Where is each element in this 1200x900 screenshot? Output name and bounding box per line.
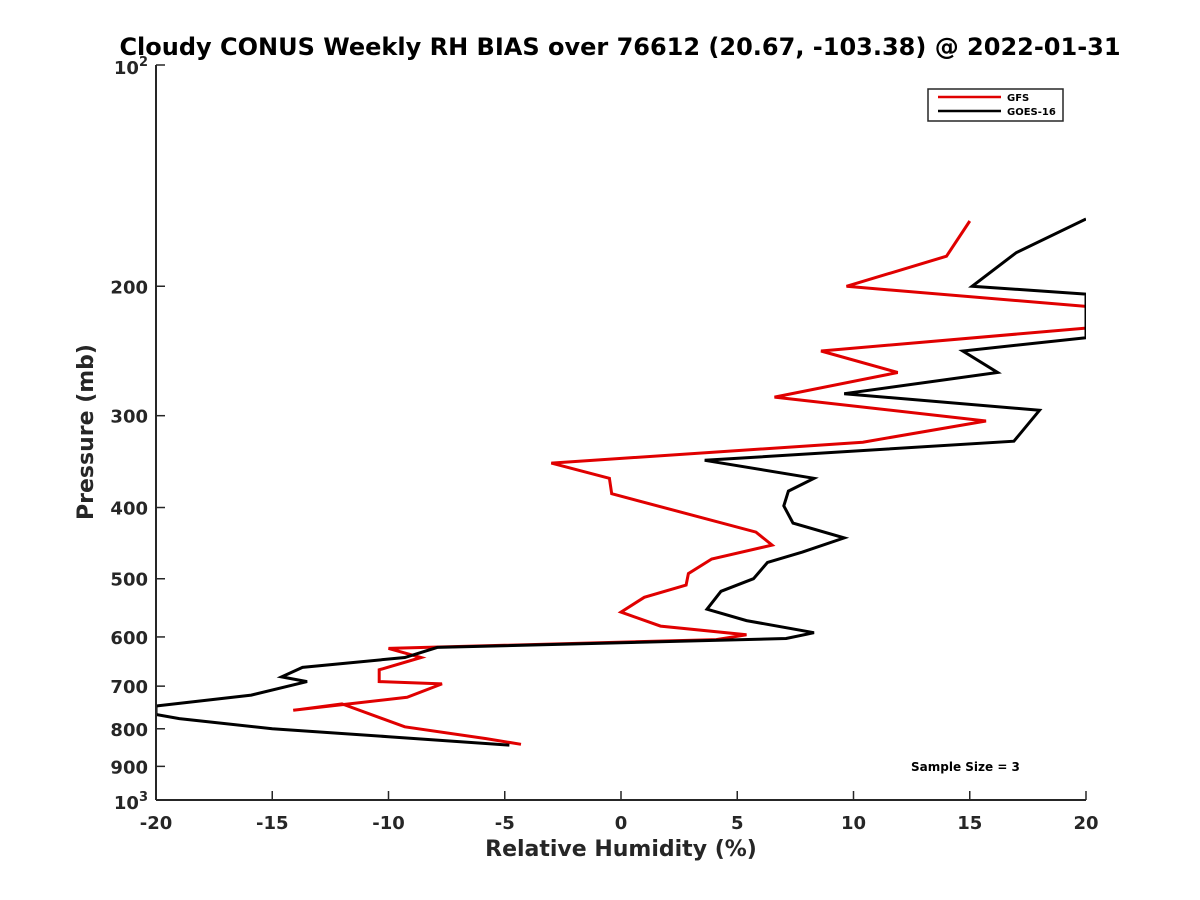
x-axis-ticks: -20 -15 -10 -5 0 5 10 15 20	[140, 791, 1099, 834]
chart-title: Cloudy CONUS Weekly RH BIAS over 76612 (…	[119, 33, 1120, 61]
y-tick-label: 103	[114, 790, 148, 814]
sample-size-annotation: Sample Size = 3	[911, 760, 1020, 774]
y-tick-label: 500	[110, 570, 148, 591]
x-tick-label: 20	[1073, 813, 1098, 834]
y-tick-label: 102	[114, 55, 148, 79]
x-tick-label: -20	[140, 813, 173, 834]
legend-box	[927, 88, 1064, 122]
series-line-goes-16	[156, 217, 1086, 747]
y-tick-label: 900	[110, 757, 148, 778]
x-tick-label: -15	[256, 813, 289, 834]
y-tick-label: 400	[110, 499, 148, 520]
legend-label-goes16: GOES-16	[1007, 107, 1056, 118]
y-tick-label: 700	[110, 677, 148, 698]
series-layer	[156, 217, 1086, 747]
series-line-gfs	[293, 220, 1086, 746]
plot-area: -20 -15 -10 -5 0 5 10 15 20 102 200 300 400 500 600 70…	[110, 55, 1098, 834]
y-tick-label: 600	[110, 628, 148, 649]
x-tick-label: 15	[957, 813, 982, 834]
x-tick-label: -10	[372, 813, 405, 834]
y-axis-label: Pressure (mb)	[74, 344, 99, 520]
y-tick-label: 800	[110, 720, 148, 741]
x-tick-label: 10	[841, 813, 866, 834]
y-tick-label: 300	[110, 407, 148, 428]
x-axis-label: Relative Humidity (%)	[485, 837, 757, 862]
x-tick-label: -5	[495, 813, 515, 834]
x-tick-label: 0	[615, 813, 628, 834]
legend: GFS GOES-16	[927, 88, 1064, 122]
legend-label-gfs: GFS	[1007, 93, 1029, 104]
y-axis-ticks: 102 200 300 400 500 600 700 800 900 103	[110, 55, 165, 814]
x-tick-label: 5	[731, 813, 744, 834]
y-tick-label: 200	[110, 277, 148, 298]
